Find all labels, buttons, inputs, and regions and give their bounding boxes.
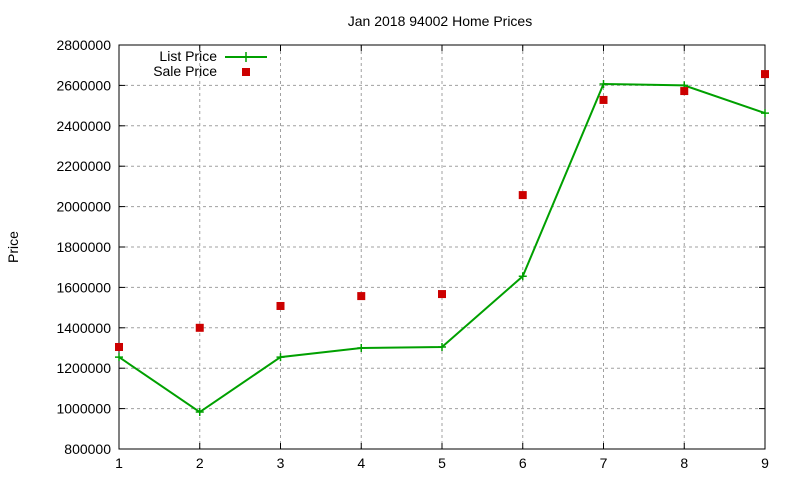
x-tick-label: 6 [519, 455, 527, 471]
plus-marker-icon [195, 408, 204, 417]
square-marker-icon [599, 95, 608, 104]
y-tick-label: 1800000 [56, 239, 111, 255]
x-tick-label: 1 [115, 455, 123, 471]
square-marker-icon [438, 290, 446, 299]
y-tick-label: 2200000 [56, 158, 111, 174]
square-marker-icon [357, 292, 366, 301]
plus-marker-icon [115, 353, 123, 362]
x-tick-label: 3 [277, 455, 285, 471]
y-tick-label: 1200000 [56, 360, 111, 376]
legend: List Price Sale Price [153, 48, 267, 79]
legend-list-price-label: List Price [159, 48, 217, 64]
x-tick-label: 9 [761, 455, 769, 471]
square-marker-icon [761, 70, 769, 79]
legend-plus-icon [241, 52, 251, 62]
y-axis-ticks: 800000 1000000 1200000 1400000 1600000 180000… [56, 37, 765, 457]
square-marker-icon [276, 301, 285, 310]
y-tick-label: 2800000 [56, 37, 111, 53]
x-tick-label: 4 [357, 455, 365, 471]
x-axis-ticks: 1 2 3 4 5 6 7 8 9 [115, 45, 769, 471]
y-tick-label: 2000000 [56, 199, 111, 215]
plus-marker-icon [518, 272, 527, 281]
x-tick-label: 8 [680, 455, 688, 471]
x-tick-label: 2 [196, 455, 204, 471]
y-axis-label: Price [5, 231, 21, 263]
chart-title: Jan 2018 94002 Home Prices [348, 13, 532, 29]
square-marker-icon [680, 87, 689, 96]
plus-marker-icon [599, 79, 608, 88]
y-tick-label: 800000 [64, 441, 111, 457]
x-tick-label: 7 [600, 455, 608, 471]
y-tick-label: 2400000 [56, 118, 111, 134]
x-tick-label: 5 [438, 455, 446, 471]
plus-marker-icon [357, 344, 366, 352]
y-tick-label: 1600000 [56, 279, 111, 295]
square-marker-icon [115, 342, 123, 351]
y-tick-label: 1400000 [56, 320, 111, 336]
plus-marker-icon [276, 353, 285, 362]
y-tick-label: 2600000 [56, 77, 111, 93]
grid-lines [119, 45, 765, 449]
square-marker-icon [518, 191, 527, 200]
legend-square-icon [242, 68, 250, 76]
data-series [115, 70, 769, 417]
plus-marker-icon [438, 342, 446, 351]
plot-border [118, 44, 766, 450]
plus-marker-icon [761, 109, 769, 118]
square-marker-icon [195, 323, 204, 332]
y-tick-label: 1000000 [56, 401, 111, 417]
legend-sale-price-label: Sale Price [153, 63, 217, 79]
list-price-line [118, 82, 766, 414]
